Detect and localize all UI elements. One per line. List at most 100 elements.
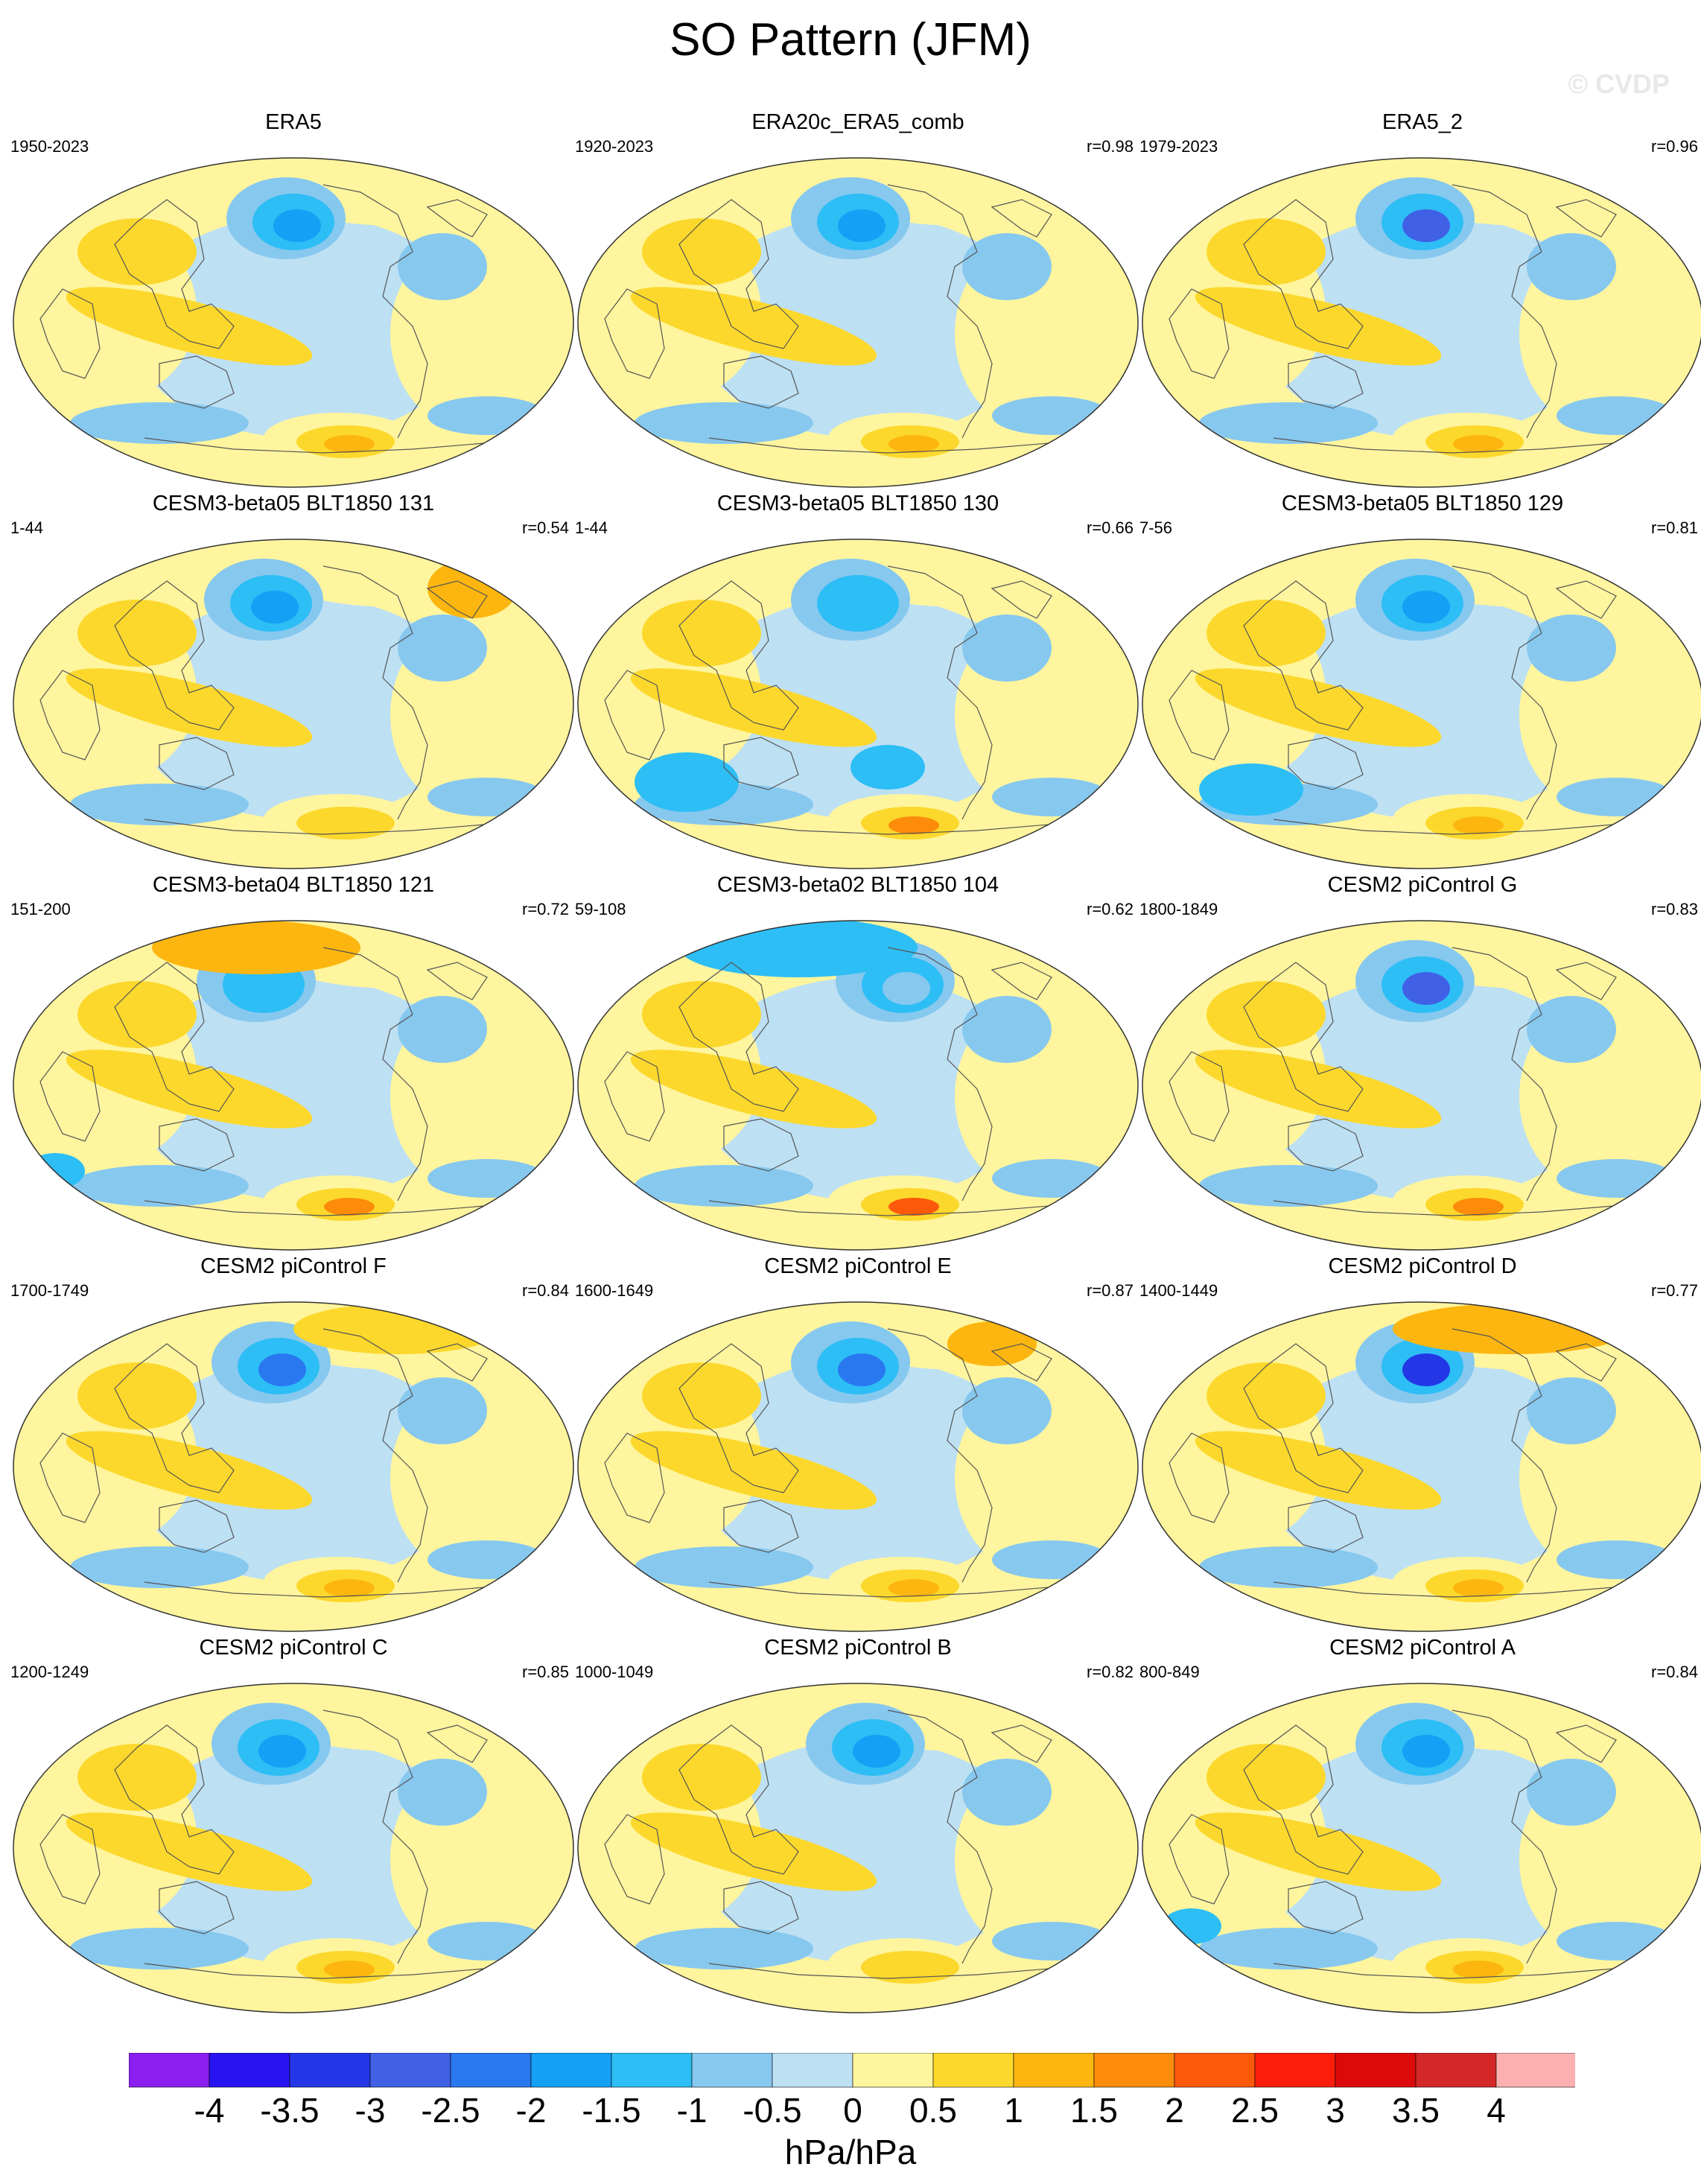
anomaly-contour — [152, 921, 360, 974]
map-field — [13, 1683, 573, 2013]
anomaly-contour — [1527, 233, 1616, 300]
anomaly-contour — [427, 396, 547, 435]
coastline — [1452, 947, 1557, 1201]
colorbar-box — [691, 2053, 773, 2088]
map-panel: CESM2 piControl G 1800-1849 r=0.83 — [1139, 873, 1701, 1253]
colorbar-box — [530, 2053, 612, 2088]
anomaly-contour — [1557, 778, 1676, 816]
panel-correlation: r=0.77 — [1651, 1281, 1698, 1300]
coastline — [1555, 580, 1617, 619]
coastline — [1243, 1724, 1364, 1875]
map-outline — [1142, 1683, 1701, 2013]
coastline — [723, 1881, 799, 1934]
anomaly-contour — [853, 1735, 900, 1768]
anomaly-contour — [1206, 1744, 1326, 1811]
coastline — [604, 670, 665, 761]
anomaly-contour — [642, 1744, 761, 1811]
coastline — [1169, 1814, 1230, 1905]
map-field — [1142, 539, 1701, 869]
anomaly-contour — [694, 215, 1037, 438]
anomaly-contour — [1259, 1359, 1601, 1582]
coastline — [114, 1343, 235, 1493]
map-panel: CESM2 piControl C 1200-1249 r=0.85 — [10, 1636, 576, 2016]
anomaly-contour — [70, 402, 249, 444]
map-panel: CESM3-beta05 BLT1850 130 1-44 r=0.66 — [575, 492, 1141, 872]
anomaly-contour — [642, 218, 761, 285]
anomaly-contour — [251, 591, 299, 623]
colorbar-tick-label: -4 — [194, 2091, 225, 2130]
anomaly-contour — [273, 209, 321, 242]
anomaly-contour — [1402, 1735, 1450, 1768]
coastline — [991, 1343, 1052, 1382]
colorbar-box — [1093, 2053, 1175, 2088]
anomaly-contour — [1402, 972, 1450, 1005]
coastline — [159, 355, 235, 409]
anomaly-contour — [1195, 1812, 1442, 1891]
map-panel: CESM3-beta05 BLT1850 131 1-44 r=0.54 — [10, 492, 576, 872]
anomaly-contour — [398, 1759, 487, 1826]
map-panel: CESM2 piControl B 1000-1049 r=0.82 — [575, 1636, 1141, 2016]
anomaly-contour — [66, 668, 313, 747]
anomaly-contour — [1259, 596, 1601, 819]
panel-correlation: r=0.81 — [1651, 518, 1698, 537]
panel-years: 1920-2023 — [575, 137, 654, 156]
anomaly-contour — [888, 816, 939, 834]
panel-years: 1979-2023 — [1139, 137, 1218, 156]
map-field — [578, 158, 1138, 487]
coastline — [723, 355, 799, 409]
anomaly-contour — [635, 1928, 813, 1969]
anomaly-contour — [992, 778, 1111, 816]
colorbar-tick-label: 1.5 — [1070, 2091, 1118, 2130]
map-panel: CESM2 piControl E 1600-1649 r=0.87 — [575, 1254, 1141, 1634]
colorbar-box — [852, 2053, 934, 2088]
map-plot — [13, 1683, 574, 2013]
coastline — [1243, 580, 1364, 731]
anomaly-contour — [694, 977, 1037, 1201]
map-plot — [577, 539, 1139, 869]
coastline — [1273, 1963, 1632, 1979]
panel-years: 1-44 — [10, 518, 44, 537]
panel-correlation: r=0.72 — [522, 900, 569, 918]
anomaly-contour — [258, 1353, 306, 1386]
anomaly-contour — [130, 215, 472, 438]
panel-title: ERA5_2 — [1382, 110, 1463, 134]
anomaly-contour — [888, 435, 939, 453]
map-field — [13, 158, 573, 487]
panel-years: 1-44 — [575, 518, 608, 537]
coastline — [887, 184, 993, 439]
coastline — [604, 1432, 665, 1523]
anomaly-contour — [1195, 1431, 1442, 1510]
anomaly-contour — [679, 921, 918, 977]
anomaly-contour — [398, 996, 487, 1063]
anomaly-contour — [1206, 1362, 1326, 1429]
coastline — [708, 1581, 1067, 1598]
anomaly-contour — [130, 596, 472, 819]
anomaly-contour — [130, 977, 472, 1201]
coastline — [887, 565, 993, 820]
map-outline — [577, 1301, 1139, 1632]
coastline — [1452, 1328, 1557, 1583]
panel-title: CESM3-beta05 BLT1850 131 — [152, 492, 435, 515]
panel-title: CESM3-beta02 BLT1850 104 — [716, 873, 999, 897]
colorbar-box — [1013, 2053, 1095, 2088]
coastline — [114, 580, 235, 731]
coastline — [39, 1051, 101, 1142]
coastline — [991, 962, 1052, 1000]
map-outline — [1142, 539, 1701, 869]
colorbar-box — [772, 2053, 853, 2088]
panel-years: 7-56 — [1139, 518, 1173, 537]
coastline — [322, 1328, 428, 1583]
anomaly-contour — [642, 600, 761, 667]
map-plot — [577, 1683, 1139, 2013]
anomaly-contour — [1402, 209, 1450, 242]
coastline — [144, 1200, 503, 1216]
anomaly-contour — [427, 778, 547, 816]
coastline — [159, 1118, 235, 1172]
colorbar-tick-label: 2.5 — [1231, 2091, 1279, 2130]
anomaly-contour — [1527, 1759, 1616, 1826]
coastline — [322, 1710, 428, 1964]
anomaly-contour — [1259, 977, 1601, 1201]
anomaly-contour — [694, 1359, 1037, 1582]
anomaly-contour — [70, 784, 249, 825]
anomaly-contour — [1259, 1740, 1601, 1964]
